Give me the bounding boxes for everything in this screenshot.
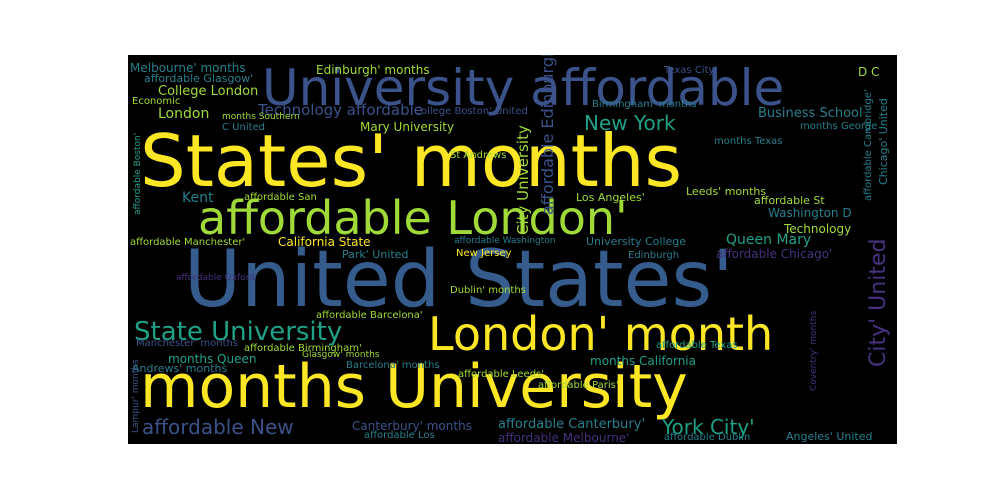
word: Texas City'	[664, 65, 718, 76]
word: affordable Dublin	[664, 432, 751, 443]
word: months Queen	[168, 352, 257, 366]
word-cloud: United States' States' months months Uni…	[128, 55, 897, 444]
word: College London	[158, 84, 259, 99]
word: affordable St	[754, 194, 825, 207]
word: United States'	[184, 235, 734, 325]
word: Barcelona' months	[346, 360, 440, 371]
word: Kent	[182, 190, 214, 206]
word: Economic	[132, 96, 181, 107]
word: York City'	[662, 415, 755, 439]
word: Queen Mary	[726, 232, 812, 248]
word: Andrews' months	[132, 362, 228, 375]
word: City University	[514, 125, 532, 235]
word: affordable Leeds'	[458, 369, 545, 380]
word: affordable Canterbury'	[498, 417, 646, 432]
word: St Andrews	[450, 150, 507, 161]
word: affordable New	[142, 415, 294, 439]
word: affordable Boston'	[133, 132, 143, 215]
word: affordable Los	[364, 430, 435, 441]
word: Chicago' United	[877, 98, 890, 185]
word: Washington D	[768, 206, 852, 220]
word: affordable Manchester'	[130, 237, 246, 248]
word: Lampur' months	[131, 359, 141, 433]
word: London	[158, 106, 210, 122]
word: College Boston' United	[414, 106, 528, 117]
word: University affordable	[262, 59, 785, 117]
word: Leeds' months	[686, 185, 767, 198]
word: City' United	[866, 238, 891, 367]
word: months California	[590, 354, 696, 368]
word: New York	[584, 111, 676, 135]
word: affordable London'	[198, 191, 628, 245]
word: New Jersey	[456, 248, 512, 259]
word: affordable Edinburgh	[538, 55, 557, 215]
word: D C	[858, 65, 880, 79]
word: months George	[800, 121, 878, 132]
word: University College	[586, 235, 687, 248]
word: Glasgow' months	[302, 350, 380, 360]
word: Canterbury' months	[352, 419, 472, 433]
word: Dublin' months	[450, 285, 526, 296]
word: affordable Paris'	[538, 380, 619, 391]
word: Angeles' United	[786, 430, 873, 443]
word: affordable Oxford'	[176, 273, 258, 283]
word: Birmingham' months	[592, 99, 697, 110]
word: Manchester' months	[136, 338, 239, 349]
word: States' months	[140, 119, 682, 203]
word: State University	[134, 317, 343, 347]
word: Business School	[758, 106, 863, 121]
word: Melbourne' months	[130, 61, 246, 75]
word: Edinburgh	[628, 250, 680, 261]
word: C United	[222, 122, 266, 133]
word: months University	[140, 352, 688, 422]
word: affordable Cambridge'	[863, 89, 874, 201]
word: Mary University	[360, 120, 455, 134]
word: Edinburgh' months	[316, 63, 430, 77]
word: affordable Birmingham'	[244, 343, 362, 354]
word: London' month	[428, 307, 774, 361]
word: affordable Glasgow'	[144, 72, 254, 85]
word: Technology affordable	[258, 101, 424, 119]
word: California State	[278, 235, 371, 249]
word: affordable Barcelona'	[316, 310, 423, 321]
word: Coventry' months	[809, 310, 819, 391]
word: Park' United	[342, 248, 409, 261]
word: affordable San	[244, 192, 317, 203]
word: Los Angeles'	[576, 191, 645, 204]
word: months Southern	[222, 112, 300, 122]
word: affordable Texas	[656, 340, 738, 351]
word: Technology	[784, 222, 852, 236]
word: affordable Washington	[454, 236, 556, 246]
word: months Texas	[714, 136, 783, 147]
word: affordable Melbourne'	[498, 431, 630, 444]
word: affordable Chicago'	[716, 247, 833, 261]
